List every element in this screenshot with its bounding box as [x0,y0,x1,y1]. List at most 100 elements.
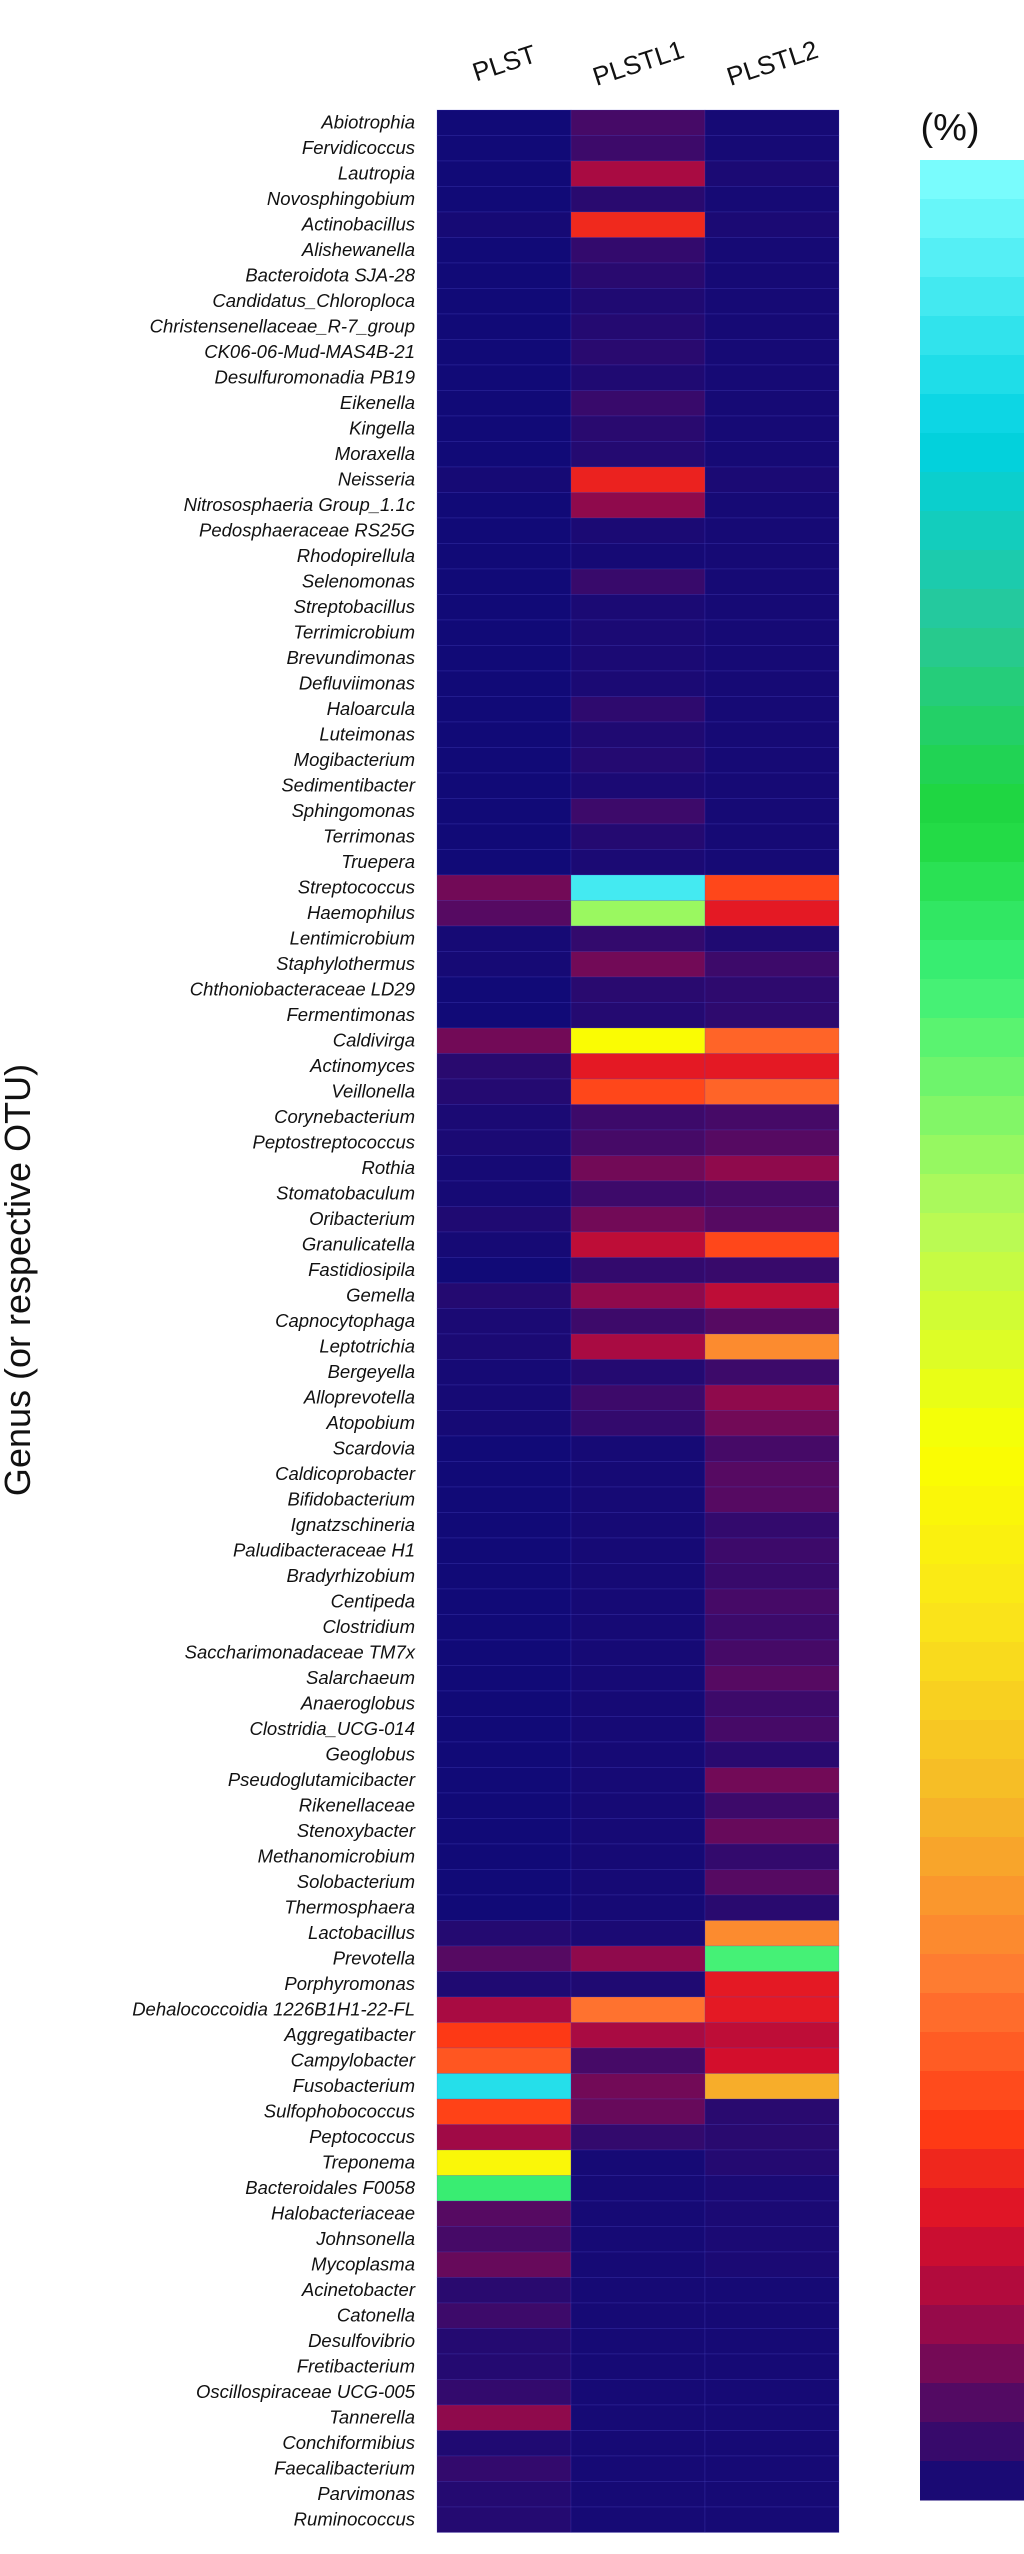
heatmap-cell [436,2073,572,2100]
heatmap-cell [704,1231,840,1258]
row-label: Pseudoglutamicibacter [228,1769,416,1790]
heatmap-cell [436,441,572,468]
heatmap-cell [570,2455,706,2482]
colorbar-band [920,901,1024,941]
heatmap-cell [704,466,840,493]
colorbar-band [920,316,1024,356]
heatmap-cell [704,849,840,876]
heatmap-cell [436,568,572,595]
heatmap-cell [436,2302,572,2329]
heatmap-cell [436,925,572,952]
heatmap-cell [436,339,572,366]
row-label: CK06-06-Mud-MAS4B-21 [204,341,415,362]
heatmap-cell [570,517,706,544]
heatmap-cell [436,900,572,927]
heatmap-cell [570,951,706,978]
heatmap-cell [704,1588,840,1615]
heatmap-cell [570,1588,706,1615]
row-label: Novosphingobium [267,188,415,209]
heatmap-cell [436,2379,572,2406]
heatmap-cell [704,2455,840,2482]
colorbar-band [920,1174,1024,1214]
heatmap-cell [570,823,706,850]
row-label: Acinetobacter [301,2279,416,2300]
row-label: Fermentimonas [286,1004,415,1025]
heatmap-cell [570,1155,706,1182]
heatmap-cell [436,2098,572,2125]
heatmap-cell [570,1053,706,1080]
colorbar-band [920,1759,1024,1799]
row-label: Fastidiosipila [308,1259,415,1280]
row-label: Ignatzschineria [291,1514,415,1535]
heatmap-cell [570,1308,706,1335]
heatmap-cell [704,2073,840,2100]
heatmap-cell [570,747,706,774]
row-label: Veillonella [331,1080,415,1101]
heatmap-cell [704,2047,840,2074]
heatmap-cell [704,925,840,952]
heatmap-cell [436,823,572,850]
heatmap-cell [570,2047,706,2074]
heatmap-cell [704,619,840,646]
heatmap-cell [704,1206,840,1233]
colorbar-band [920,1837,1024,1877]
heatmap-cell [436,1537,572,1564]
row-label: Campylobacter [291,2049,416,2070]
heatmap-cell [704,1818,840,1845]
heatmap-cell [436,2277,572,2304]
heatmap-cell [436,1639,572,1666]
row-label: Atopobium [326,1412,415,1433]
heatmap-cell [436,1614,572,1641]
row-label: Porphyromonas [284,1973,415,1994]
row-label: Fusobacterium [293,2075,415,2096]
heatmap-cell [436,849,572,876]
heatmap-cell [570,1333,706,1360]
heatmap-cell [436,1206,572,1233]
row-label: Haemophilus [307,902,415,923]
colorbar-band [920,667,1024,707]
row-label: Prevotella [333,1947,415,1968]
heatmap-cell [704,390,840,417]
row-label: Desulfuromonadia PB19 [214,366,415,387]
row-label: Selenomonas [302,570,415,591]
heatmap-cell [704,1180,840,1207]
heatmap-cell [436,2404,572,2431]
heatmap-cell [436,1257,572,1284]
heatmap-cell [436,2481,572,2508]
heatmap-cell [436,543,572,570]
row-label: Mogibacterium [294,749,415,770]
row-label: Aggregatibacter [283,2024,415,2045]
row-label: Geoglobus [326,1743,415,1764]
heatmap-cell [704,1461,840,1488]
heatmap-cell [436,313,572,340]
heatmap-cell [570,1716,706,1743]
heatmap-cell [436,1818,572,1845]
heatmap-cell [704,721,840,748]
heatmap-cell [570,313,706,340]
row-label: Eikenella [340,392,415,413]
row-label: Lautropia [338,162,415,183]
heatmap-cell [436,1435,572,1462]
heatmap-cell [704,568,840,595]
heatmap-cell [570,1435,706,1462]
heatmap-cell [570,2430,706,2457]
heatmap-cell [570,390,706,417]
heatmap-cell [704,339,840,366]
heatmap-cell [436,364,572,391]
heatmap-cell [570,135,706,162]
heatmap-cell [704,415,840,442]
heatmap-cell [570,619,706,646]
row-label: Luteimonas [319,723,415,744]
heatmap-cell [436,1104,572,1131]
heatmap-cell [570,186,706,213]
row-label: Terrimonas [323,825,415,846]
colorbar-band [920,1720,1024,1760]
heatmap-cell [436,2047,572,2074]
column-label: PLSTL1 [589,34,688,92]
colorbar-band [920,1486,1024,1526]
heatmap-cell [704,2149,840,2176]
heatmap-cell [570,262,706,289]
colorbar-band [920,433,1024,473]
heatmap-cell [570,1690,706,1717]
colorbar-band [920,1525,1024,1565]
